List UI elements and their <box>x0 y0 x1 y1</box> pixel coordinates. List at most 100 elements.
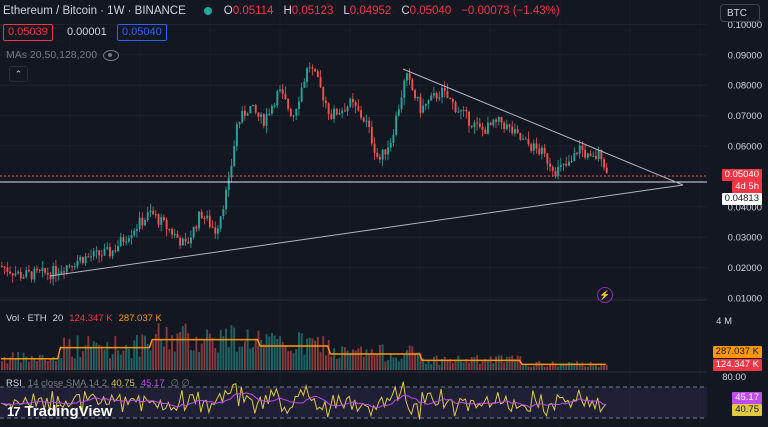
price-tick-label: 0.06000 <box>728 142 762 153</box>
volume-bar <box>87 336 90 370</box>
candle-body <box>516 129 519 133</box>
volume-ma-tag: 287.037 K <box>712 346 762 358</box>
brand-name: TradingView <box>24 403 113 420</box>
candle-body <box>586 153 589 158</box>
volume-bar <box>163 346 165 370</box>
candle-body <box>206 215 209 219</box>
volume-bar <box>284 345 287 370</box>
volume-bar <box>198 352 200 370</box>
collapse-legend-button[interactable]: ⌃ <box>9 66 28 82</box>
candle-body <box>443 88 446 92</box>
volume-bar <box>473 357 476 370</box>
candle-body <box>76 260 79 267</box>
volume-bar <box>430 364 433 370</box>
candle-body <box>497 117 500 122</box>
candle-body <box>576 152 578 154</box>
candle-body <box>28 270 30 272</box>
volume-bar <box>403 353 406 370</box>
lightning-icon[interactable]: ⚡ <box>597 287 613 303</box>
volume-bar <box>298 332 300 370</box>
volume-bar <box>173 351 176 370</box>
volume-bar <box>14 359 17 370</box>
lower-trendline <box>49 184 684 277</box>
candle-body <box>524 138 527 140</box>
volume-bar <box>532 365 535 370</box>
volume-bar <box>63 337 65 370</box>
volume-tag: 124.347 K <box>712 359 762 371</box>
candle-body <box>473 122 476 128</box>
volume-bar <box>262 344 265 370</box>
volume-bar <box>265 333 268 370</box>
volume-bar <box>408 345 411 370</box>
candle-body <box>284 93 287 100</box>
volume-bar <box>489 356 492 370</box>
candle-body <box>605 167 608 174</box>
volume-legend[interactable]: Vol · ETH 20 124.347 K 287.037 K <box>6 313 168 324</box>
volume-bar <box>411 346 414 370</box>
volume-bar <box>535 361 538 370</box>
volume-bar <box>370 349 373 370</box>
candle-body <box>478 123 481 127</box>
volume-bar <box>144 335 146 370</box>
candle-body <box>289 108 292 117</box>
rsi-value: 40.75 <box>111 378 135 389</box>
candle-body <box>322 87 325 101</box>
candle-body <box>73 266 76 268</box>
candle-body <box>238 122 241 125</box>
volume-bar <box>387 360 389 370</box>
candle-body <box>111 250 114 257</box>
moving-averages-legend[interactable]: MAs 20,50,128,200 <box>6 49 120 61</box>
volume-bar <box>203 339 206 370</box>
candle-body <box>90 256 92 258</box>
volume-bar <box>109 358 111 370</box>
chevron-up-icon: ⌃ <box>14 69 23 79</box>
tradingview-logo[interactable]: 17 TradingView <box>7 403 113 420</box>
candle-body <box>308 67 311 69</box>
volume-bar <box>292 353 295 370</box>
rsi-extra-icons: ∅ ∅ <box>170 378 190 389</box>
volume-bar <box>95 342 98 370</box>
volume-bar <box>168 349 171 370</box>
volume-bar <box>235 351 238 370</box>
candle-body <box>230 165 233 178</box>
candle-body <box>449 98 452 100</box>
volume-bar <box>227 346 230 370</box>
ohlc-high: H0.05123 <box>283 5 334 17</box>
volume-bar <box>252 347 254 370</box>
volume-bar <box>287 351 290 370</box>
volume-bar <box>46 361 49 370</box>
candle-body <box>487 122 489 134</box>
price-tick-label: 0.04000 <box>728 202 762 213</box>
volume-bar <box>55 361 57 370</box>
currency-select[interactable]: BTC <box>720 4 760 22</box>
volume-bar <box>28 361 30 370</box>
buy-button[interactable]: 0.05040 <box>117 24 167 41</box>
volume-bar <box>349 352 352 370</box>
volume-bar <box>246 329 249 370</box>
rsi-legend[interactable]: RSI 14 close SMA 14 2 40.75 45.17 ∅ ∅ <box>6 378 194 389</box>
sell-button[interactable]: 0.05039 <box>3 24 53 41</box>
candle-body <box>198 211 200 229</box>
candle-body <box>38 269 41 271</box>
eye-icon[interactable] <box>103 49 120 61</box>
volume-bar <box>600 363 603 370</box>
volume-bar <box>576 360 578 370</box>
candle-body <box>249 106 252 114</box>
volume-bar <box>468 362 470 370</box>
candle-body <box>352 98 354 103</box>
volume-bar <box>546 366 549 370</box>
candle-body <box>414 90 416 99</box>
volume-bar <box>368 354 371 370</box>
candle-body <box>532 143 535 151</box>
volume-bar <box>281 341 284 370</box>
volume-bar <box>316 336 319 370</box>
volume-bar <box>130 358 133 370</box>
candle-body <box>584 149 587 158</box>
volume-bar <box>111 354 114 370</box>
candle-body <box>265 113 268 126</box>
volume-bar <box>381 344 384 370</box>
candle-body <box>476 122 479 124</box>
symbol-title[interactable]: Ethereum / Bitcoin · 1W · BINANCE <box>3 5 186 17</box>
volume-bar <box>225 328 227 370</box>
